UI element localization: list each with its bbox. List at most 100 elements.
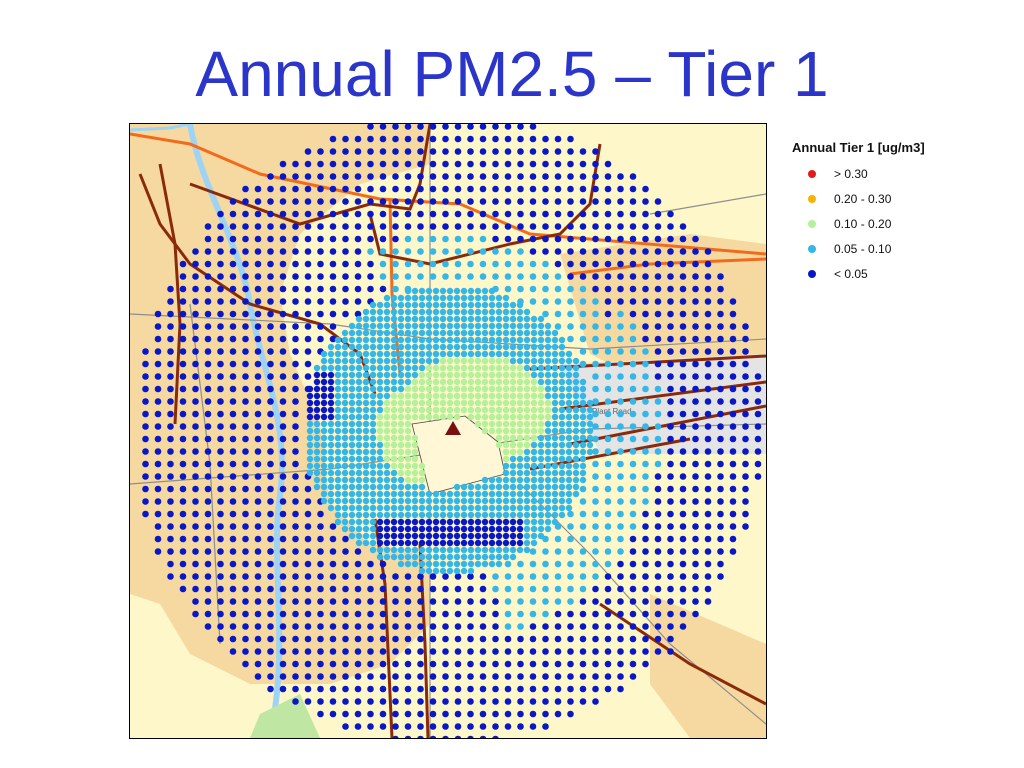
receptor-point <box>320 434 328 442</box>
receptor-point <box>554 710 562 718</box>
legend-item-label: 0.20 - 0.30 <box>834 191 892 206</box>
receptor-point <box>367 698 374 705</box>
receptor-point <box>254 573 262 580</box>
receptor-point <box>446 539 454 547</box>
receptor-point <box>604 523 612 530</box>
receptor-point <box>495 490 503 498</box>
receptor-point <box>592 635 599 643</box>
receptor-point <box>342 135 349 143</box>
receptor-point <box>320 378 328 386</box>
legend-title: Annual Tier 1 [ug/m3] <box>792 140 925 155</box>
receptor-point <box>679 448 687 455</box>
receptor-point <box>502 476 510 484</box>
receptor-point <box>492 623 499 630</box>
receptor-point <box>517 248 524 255</box>
receptor-point <box>362 490 370 498</box>
receptor-point <box>554 135 562 143</box>
receptor-point <box>479 235 487 243</box>
receptor-point <box>418 357 426 365</box>
receptor-point <box>742 523 749 530</box>
receptor-point <box>692 260 699 268</box>
receptor-point <box>376 350 384 358</box>
receptor-point <box>411 287 419 295</box>
receptor-point <box>442 223 449 230</box>
receptor-point <box>667 460 674 468</box>
receptor-point <box>529 660 537 668</box>
receptor-point <box>192 485 199 493</box>
receptor-point <box>397 364 405 372</box>
receptor-point <box>320 483 328 491</box>
receptor-point <box>454 260 462 268</box>
receptor-point <box>354 285 362 293</box>
receptor-point <box>217 598 224 605</box>
receptor-point <box>304 273 312 280</box>
receptor-point <box>348 462 356 470</box>
receptor-point <box>667 398 674 405</box>
receptor-point <box>453 539 461 547</box>
receptor-point <box>342 598 349 605</box>
receptor-point <box>567 248 574 255</box>
receptor-point <box>217 260 224 268</box>
receptor-point <box>229 510 237 518</box>
receptor-point <box>504 273 512 280</box>
receptor-point <box>504 610 512 618</box>
receptor-point <box>517 660 524 668</box>
receptor-point <box>667 410 674 418</box>
receptor-point <box>481 420 489 428</box>
receptor-point <box>453 399 461 407</box>
receptor-point <box>242 448 249 455</box>
receptor-point <box>383 553 391 561</box>
receptor-point <box>481 392 489 400</box>
receptor-point <box>642 235 649 243</box>
receptor-point <box>304 360 312 368</box>
receptor-point <box>418 399 426 407</box>
receptor-point <box>704 573 712 580</box>
receptor-point <box>179 548 187 555</box>
receptor-point <box>467 294 475 302</box>
receptor-point <box>397 553 405 561</box>
receptor-point <box>679 460 687 468</box>
receptor-point <box>554 648 562 655</box>
receptor-point <box>579 485 587 493</box>
receptor-point <box>334 448 342 456</box>
receptor-point <box>411 546 419 554</box>
receptor-point <box>369 518 377 526</box>
receptor-point <box>530 448 538 456</box>
receptor-point <box>229 360 237 368</box>
receptor-point <box>592 548 599 555</box>
receptor-point <box>592 360 599 368</box>
receptor-point <box>267 248 274 255</box>
receptor-point <box>467 406 475 414</box>
receptor-point <box>179 560 187 568</box>
receptor-point <box>292 185 299 193</box>
receptor-point <box>579 406 587 414</box>
receptor-point <box>404 532 412 540</box>
receptor-point <box>617 573 624 580</box>
receptor-point <box>717 348 724 355</box>
receptor-point <box>516 427 524 435</box>
receptor-point <box>292 298 299 305</box>
receptor-point <box>411 329 419 337</box>
receptor-point <box>383 350 391 358</box>
receptor-point <box>523 504 531 512</box>
receptor-point <box>592 648 599 655</box>
receptor-point <box>654 385 662 393</box>
receptor-point <box>418 308 426 316</box>
receptor-point <box>376 378 384 386</box>
receptor-point <box>544 336 552 344</box>
receptor-point <box>418 371 426 379</box>
receptor-point <box>329 148 337 155</box>
receptor-point <box>567 510 574 518</box>
receptor-point <box>516 350 524 358</box>
receptor-point <box>229 298 237 305</box>
receptor-point <box>509 336 517 344</box>
receptor-point <box>460 385 468 393</box>
receptor-point <box>474 420 482 428</box>
receptor-point <box>479 623 487 630</box>
receptor-point <box>379 598 387 605</box>
receptor-point <box>329 248 337 255</box>
receptor-point <box>551 413 559 421</box>
receptor-point <box>537 364 545 372</box>
receptor-point <box>537 315 545 323</box>
receptor-point <box>667 360 674 368</box>
